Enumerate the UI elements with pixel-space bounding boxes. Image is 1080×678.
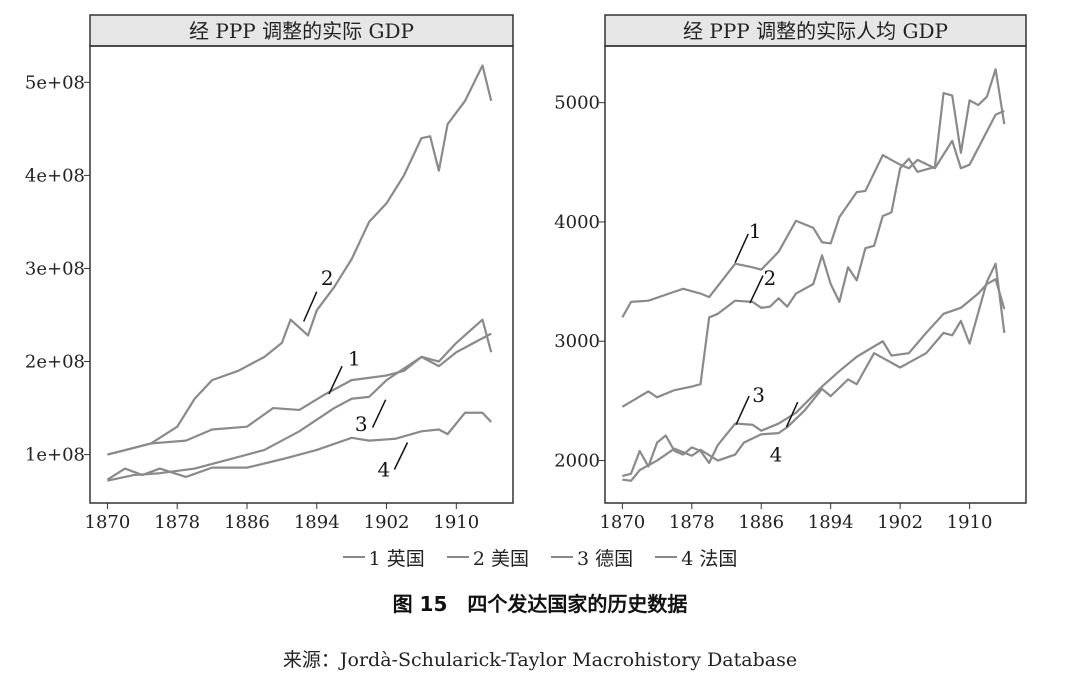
annotation-leader-line (749, 275, 764, 304)
annotation-label: 1 (749, 219, 762, 243)
series-line-4 (106, 411, 492, 481)
y-tick-label: 5000 (554, 93, 600, 114)
x-tick-label: 1870 (85, 512, 131, 533)
legend-label: 3 德国 (577, 547, 634, 570)
annotation-label: 2 (321, 266, 334, 290)
legend-item-france: 4 法国 (655, 544, 737, 571)
figure-caption: 图 15 四个发达国家的历史数据 (392, 592, 688, 616)
series-line-1 (621, 109, 1005, 318)
panel-title: 经 PPP 调整的实际人均 GDP (683, 19, 948, 43)
x-tick-label: 1902 (877, 512, 923, 533)
plot-frame (89, 45, 514, 504)
source-note: 来源：Jordà-Schularick-Taylor Macrohistory … (282, 649, 798, 671)
legend-label: 4 法国 (681, 547, 738, 570)
annotation-label: 1 (348, 347, 361, 371)
annotation-leader-line (734, 233, 749, 263)
legend-swatch (342, 556, 365, 558)
chart-canvas: 经 PPP 调整的实际 GDP 1870 1878 1886 1894 1902 1910 1… (25, 14, 1027, 533)
x-tick-label: 1894 (808, 512, 854, 533)
plot-frame (604, 45, 1027, 504)
series-line-1 (107, 332, 492, 456)
y-tick-label: 1e+08 (25, 445, 85, 466)
series-line-4 (622, 262, 1006, 482)
annotation-leader-line (328, 365, 343, 395)
x-tick-label: 1902 (364, 512, 410, 533)
legend-swatch (446, 556, 469, 558)
legend-item-us: 2 美国 (446, 544, 529, 571)
x-tick-label: 1894 (294, 512, 340, 533)
series-line-3 (622, 278, 1006, 478)
annotation-label: 3 (752, 383, 765, 407)
x-tick-label: 1910 (947, 512, 993, 533)
x-tick-label: 1886 (738, 512, 784, 533)
annotation-leader-line (785, 401, 799, 428)
y-tick-label: 2e+08 (25, 352, 85, 373)
y-tick-label: 3e+08 (25, 258, 85, 279)
x-tick-label: 1910 (433, 512, 479, 533)
series-line-2 (621, 68, 1006, 408)
y-tick-label: 2000 (554, 451, 600, 472)
series-line-2 (107, 64, 493, 456)
legend-swatch (655, 556, 678, 558)
y-tick-label: 4e+08 (25, 165, 85, 186)
legend-item-germany: 3 德国 (551, 544, 633, 571)
y-tick-label: 4000 (554, 212, 600, 233)
legend-item-uk: 1 英国 (342, 544, 425, 571)
y-tick-label: 3000 (554, 331, 600, 352)
x-tick-label: 1870 (599, 512, 645, 533)
panel-title-strip (89, 14, 514, 47)
x-tick-label: 1878 (154, 512, 200, 533)
annotation-label: 4 (770, 443, 783, 467)
annotation-label: 4 (378, 457, 391, 481)
annotation-leader-line (371, 399, 387, 428)
legend-label: 1 英国 (368, 547, 425, 570)
legend-label: 2 美国 (472, 547, 529, 570)
annotation-leader-line (393, 442, 409, 470)
annotation-label: 3 (355, 412, 368, 436)
legend: 1 英国 2 美国 3 德国 4 法国 (0, 541, 1080, 571)
x-tick-label: 1878 (669, 512, 715, 533)
annotation-label: 2 (764, 266, 777, 290)
y-tick-label: 5e+08 (25, 72, 85, 93)
annotation-leader-line (302, 291, 318, 322)
series-line-3 (107, 318, 493, 482)
x-tick-label: 1886 (224, 512, 270, 533)
legend-swatch (551, 556, 574, 558)
annotation-leader-line (735, 395, 750, 426)
panel-title: 经 PPP 调整的实际 GDP (189, 19, 414, 43)
